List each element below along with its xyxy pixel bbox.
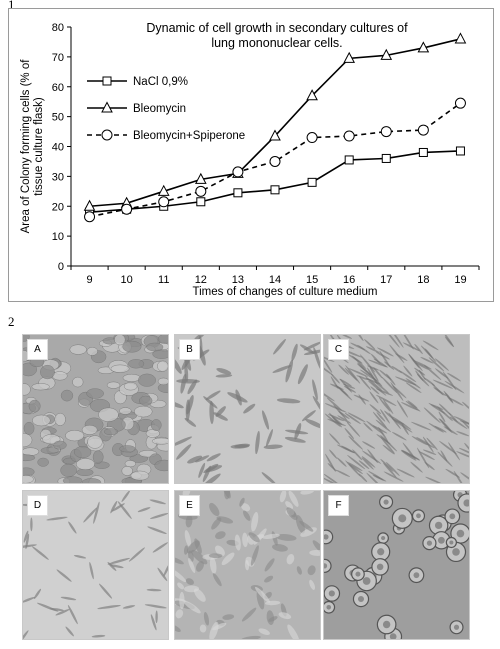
micrograph-panel-a-label: A [27, 339, 48, 360]
legend-label-0: NaCl 0,9% [133, 76, 188, 88]
series-1-point [343, 51, 356, 63]
series-1-point [417, 41, 430, 53]
y-tick-label: 70 [52, 52, 64, 64]
y-axis-label: Area of Colony forming cells (% of [20, 59, 32, 234]
series-0-point [344, 155, 354, 165]
x-tick-label: 18 [417, 274, 429, 286]
x-tick-label: 11 [158, 274, 169, 286]
y-tick-label: 20 [52, 201, 64, 213]
x-tick-label: 14 [269, 274, 281, 286]
y-tick-label: 50 [52, 112, 64, 124]
series-1-point [380, 48, 393, 60]
series-line-1 [89, 38, 461, 208]
micrograph-panel-c: C [323, 334, 470, 484]
micrograph-panel-c-label: C [328, 339, 349, 360]
series-2-point [121, 203, 133, 215]
figure-part-2-label: 2 [8, 314, 15, 329]
series-0-point [455, 146, 465, 156]
series-2-point [306, 132, 318, 144]
x-tick-label: 17 [380, 274, 392, 286]
micrograph-panel-f-label: F [328, 495, 349, 516]
y-tick-label: 60 [52, 82, 64, 94]
legend-label-2: Bleomycin+Spiperone [133, 130, 245, 142]
series-0-point [307, 177, 317, 187]
line-chart-panel: 0 10 20 30 40 50 60 70 80 9 10 11 12 13 14 15 16 17 18 19 Ti… [8, 8, 494, 302]
micrograph-panel-e: E [174, 490, 321, 640]
series-0-point [196, 197, 206, 207]
series-line-2 [89, 102, 461, 218]
series-2-point [343, 130, 355, 142]
figure-part-1-label: 1 [8, 0, 15, 12]
x-tick-label: 13 [232, 274, 244, 286]
x-tick-label: 15 [306, 274, 318, 286]
chart-title: Dynamic of cell growth in secondary cult… [146, 21, 408, 35]
series-2-point [158, 196, 170, 208]
micrograph-panel-f: F [323, 490, 470, 640]
x-tick-label: 10 [121, 274, 133, 286]
y-axis-label-line-2: tissue culture flask) [33, 97, 45, 196]
micrograph-c-image [324, 335, 469, 483]
y-tick-label: 0 [58, 261, 64, 273]
y-tick-label: 40 [52, 142, 64, 154]
y-tick-label: 10 [52, 231, 64, 243]
series-1-point [157, 184, 170, 196]
legend-label-1: Bleomycin [133, 103, 186, 115]
series-2-point [417, 124, 429, 136]
micrograph-panel-e-label: E [179, 495, 200, 516]
series-2-point [380, 126, 392, 138]
x-tick-label: 12 [195, 274, 207, 286]
line-chart: 0 10 20 30 40 50 60 70 80 9 10 11 12 13 14 15 16 17 18 19 Ti… [20, 21, 480, 298]
series-2-point [84, 211, 96, 223]
series-1-point [194, 172, 207, 184]
micrograph-a-image [23, 335, 168, 483]
series-2-point [232, 166, 244, 178]
legend-marker-2 [101, 129, 113, 141]
micrograph-panel-d-label: D [27, 495, 48, 516]
x-axis-label: Times of changes of culture medium [193, 286, 378, 298]
chart-title-line-2: lung mononuclear cells. [211, 36, 342, 50]
series-1-point [83, 199, 96, 211]
legend-marker-0 [102, 76, 112, 86]
series-2-point [454, 97, 466, 109]
x-tick-label: 9 [86, 274, 92, 286]
x-tick-label: 19 [454, 274, 466, 286]
series-0-point [270, 185, 280, 195]
legend-marker-1 [101, 101, 113, 113]
y-tick-label: 80 [52, 22, 64, 34]
series-0-point [418, 147, 428, 157]
series-1-point [454, 32, 467, 44]
x-tick-label: 16 [343, 274, 355, 286]
y-tick-label: 30 [52, 171, 64, 183]
micrograph-panel-b: B [174, 334, 321, 484]
micrograph-panel-a: A [22, 334, 169, 484]
series-0-point [233, 188, 243, 198]
series-1-point [306, 89, 318, 101]
series-1-point [269, 129, 281, 141]
micrograph-panel-d: D [22, 490, 169, 640]
series-0-point [381, 153, 391, 163]
series-2-point [269, 155, 281, 167]
micrograph-panel-b-label: B [179, 339, 200, 360]
series-2-point [195, 185, 207, 197]
